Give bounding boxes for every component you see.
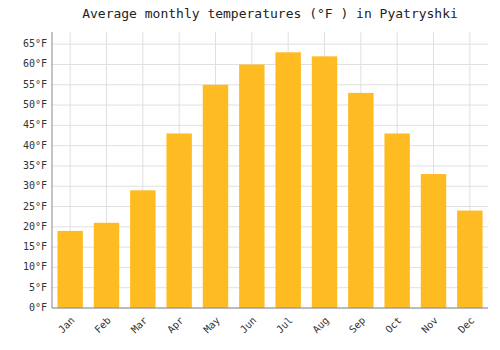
y-tick-label: 5°F (29, 282, 47, 293)
bars (57, 52, 482, 308)
y-tick-label: 35°F (23, 160, 47, 171)
y-tick-label: 50°F (23, 99, 47, 110)
y-grid-line (52, 125, 488, 126)
bar (457, 211, 482, 308)
x-tick-label: Jan (56, 315, 77, 336)
bar (130, 190, 155, 308)
y-grid-line (52, 308, 488, 309)
x-tick-label: Jun (238, 315, 259, 336)
y-grid-line (52, 84, 488, 85)
y-tick-label: 10°F (23, 261, 47, 272)
x-axis-line (52, 308, 488, 309)
y-grid-line (52, 165, 488, 166)
y-tick-label: 20°F (23, 221, 47, 232)
bar (166, 133, 191, 308)
bar (94, 223, 119, 308)
x-tick-label: May (201, 315, 222, 336)
title: Average monthly temperatures (°F ) in Py… (82, 6, 458, 21)
x-tick-label: Mar (129, 315, 150, 336)
chart-container: 0°F 5°F 10°F 15°F 20°F 25°F 30°F 35°F 40°F 45°F 50… (0, 0, 500, 350)
y-tick-label: 0°F (29, 302, 47, 313)
y-grid-line (52, 64, 488, 65)
bar (312, 56, 337, 308)
y-grid-line (52, 145, 488, 146)
y-tick-label: 25°F (23, 201, 47, 212)
bar (275, 52, 300, 308)
chart-svg: 0°F 5°F 10°F 15°F 20°F 25°F 30°F 35°F 40°F 45°F 50… (0, 0, 500, 350)
x-tick-label: Sep (347, 315, 368, 336)
bar (203, 85, 228, 308)
x-tick-label: Feb (92, 315, 113, 336)
y-tick-label: 30°F (23, 180, 47, 191)
bar (384, 133, 409, 308)
bar (239, 64, 264, 308)
y-tick-label: 55°F (23, 79, 47, 90)
x-tick-label: Dec (456, 315, 477, 336)
bar (421, 174, 446, 308)
y-tick-label: 45°F (23, 119, 47, 130)
x-tick-label: Nov (419, 315, 440, 336)
y-tick-label: 65°F (23, 38, 47, 49)
bar (57, 231, 82, 308)
grid (52, 32, 488, 308)
x-tick-label: Aug (310, 315, 331, 336)
y-tick-label: 40°F (23, 140, 47, 151)
y-axis-line (52, 32, 53, 308)
bar (348, 93, 373, 308)
x-tick-label: Apr (165, 315, 186, 336)
y-tick-label: 60°F (23, 58, 47, 69)
y-grid-line (52, 105, 488, 106)
x-tick-label: Jul (274, 315, 295, 336)
y-grid-line (52, 44, 488, 45)
y-tick-label: 15°F (23, 241, 47, 252)
axes: 0°F 5°F 10°F 15°F 20°F 25°F 30°F 35°F 40°F 45°F 50… (23, 32, 488, 335)
x-tick-label: Oct (383, 315, 404, 336)
